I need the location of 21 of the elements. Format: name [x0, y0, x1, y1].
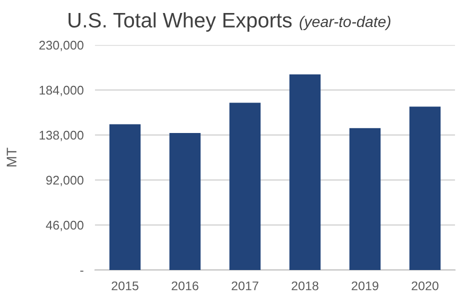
y-tick-label: 92,000	[46, 176, 84, 186]
y-tick-label: 230,000	[39, 40, 84, 52]
bar	[409, 106, 441, 270]
y-tick-label: -	[80, 270, 84, 272]
bar	[109, 124, 141, 270]
bar	[229, 102, 261, 270]
x-tick-label: 2016	[172, 281, 198, 290]
bar	[289, 74, 321, 270]
x-tick-label: 2018	[292, 281, 318, 290]
y-tick-label: 138,000	[40, 130, 84, 142]
bar	[169, 133, 201, 270]
x-tick-label: 2015	[112, 281, 138, 290]
bar	[349, 128, 381, 270]
y-tick-label: 46,000	[46, 220, 84, 232]
x-tick-label: 2019	[352, 281, 378, 290]
y-axis-title: MT	[6, 148, 16, 166]
chart-subtitle: (year-to-date)	[300, 16, 390, 30]
chart-title: U.S. Total Whey Exports	[68, 12, 292, 32]
x-tick-label: 2017	[232, 281, 258, 290]
x-tick-label: 2020	[412, 281, 438, 290]
y-tick-label: 184,000	[40, 86, 84, 96]
